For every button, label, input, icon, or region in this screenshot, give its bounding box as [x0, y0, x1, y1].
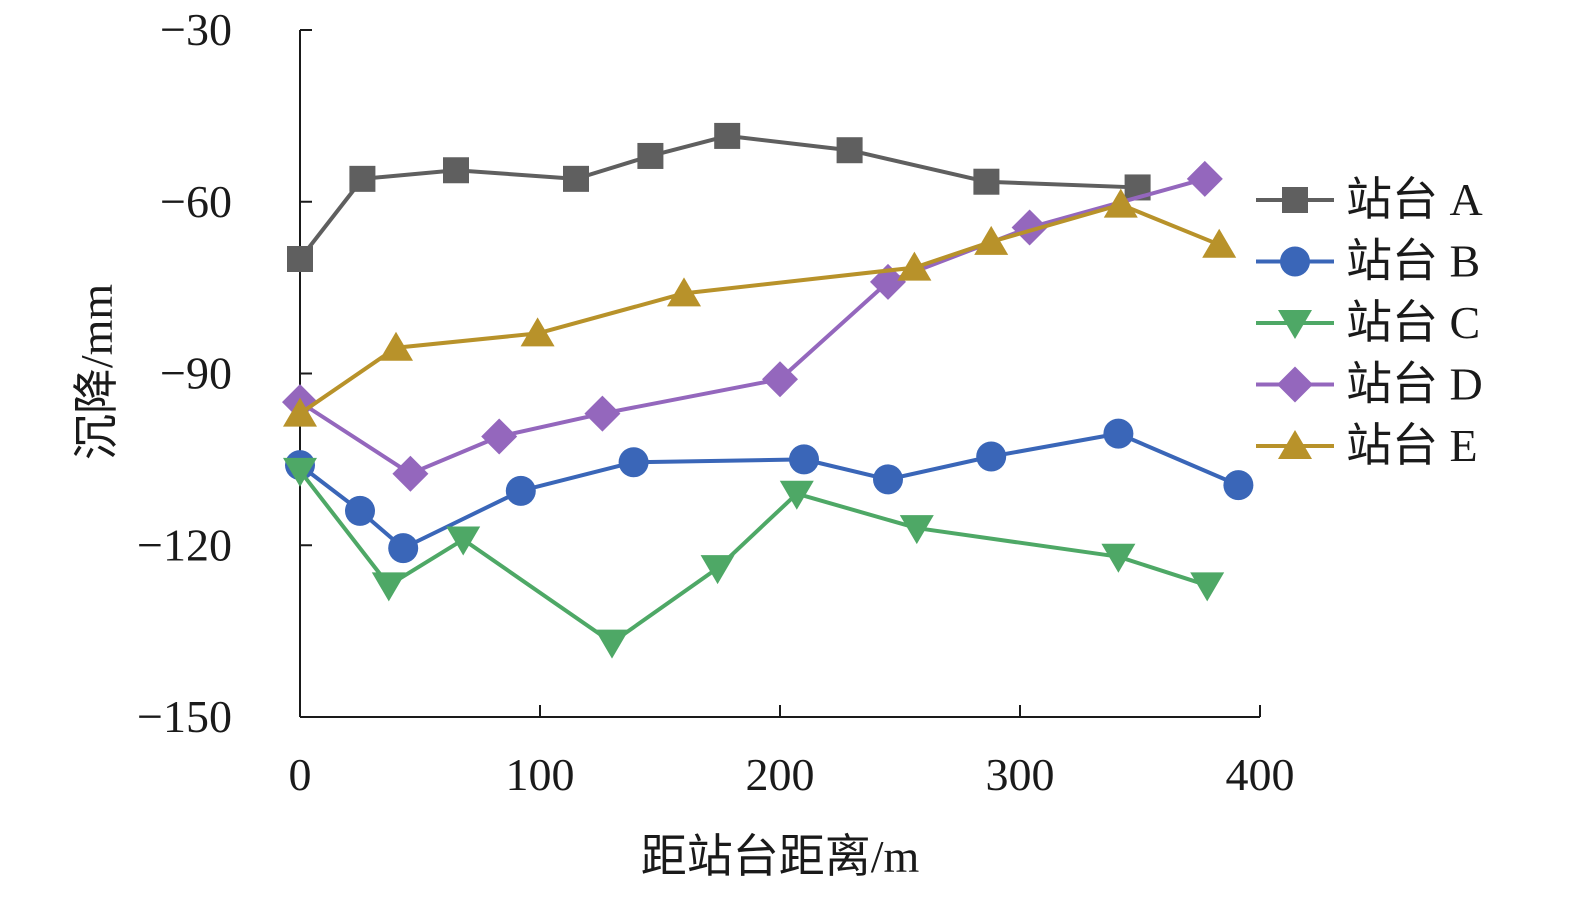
- legend-label: 站台 C: [1346, 297, 1480, 348]
- series-c: [283, 457, 1225, 659]
- legend: 站台 A 站台 B 站台 C 站台 D 站台 E: [1256, 174, 1483, 471]
- y-tick-label: −90: [160, 348, 232, 399]
- data-point: [443, 157, 469, 184]
- series-layer: [282, 122, 1254, 659]
- series-line: [298, 202, 1220, 416]
- data-point: [700, 555, 735, 585]
- data-point: [714, 122, 741, 149]
- data-point: [283, 397, 317, 427]
- data-point: [897, 251, 932, 281]
- legend-marker: [1282, 187, 1308, 213]
- data-point: [379, 331, 413, 361]
- axes: −150 −120 −90 −60 −30 0 100 200 300 400: [137, 4, 1294, 800]
- data-point: [789, 444, 819, 475]
- data-point: [762, 361, 798, 398]
- data-point: [520, 317, 555, 347]
- data-point: [349, 165, 376, 192]
- data-point: [283, 457, 317, 487]
- series-line: [298, 431, 1240, 551]
- data-point: [667, 277, 701, 307]
- legend-marker: [1277, 366, 1313, 403]
- legend-item: 站台 B: [1256, 236, 1480, 287]
- data-point: [505, 475, 536, 506]
- legend-marker: [1278, 430, 1312, 459]
- data-point: [976, 441, 1007, 472]
- legend-label: 站台 A: [1346, 174, 1483, 225]
- y-tick-label: −120: [137, 519, 232, 570]
- x-axis-title: 距站台距离/m: [641, 831, 920, 882]
- series-b: [285, 418, 1254, 564]
- data-point: [836, 137, 863, 164]
- data-point: [481, 418, 518, 455]
- data-point: [1186, 160, 1223, 197]
- data-point: [345, 495, 375, 526]
- series-line: [298, 133, 1138, 261]
- legend-label: 站台 E: [1346, 420, 1478, 471]
- data-point: [1202, 228, 1237, 258]
- series-e: [283, 188, 1237, 427]
- data-point: [1190, 572, 1225, 602]
- y-tick-label: −150: [137, 691, 232, 742]
- x-tick-label: 100: [506, 749, 575, 800]
- data-point: [974, 225, 1009, 255]
- data-point: [873, 464, 903, 495]
- data-point: [1223, 470, 1254, 501]
- x-tick-label: 0: [289, 749, 312, 800]
- series-line: [298, 469, 1208, 645]
- legend-label: 站台 D: [1346, 359, 1483, 410]
- data-point: [1011, 209, 1048, 246]
- legend-marker: [1278, 310, 1312, 339]
- y-tick-label: −30: [160, 4, 232, 55]
- data-point: [1103, 188, 1138, 218]
- series-line: [298, 176, 1206, 476]
- data-point: [637, 142, 664, 169]
- data-point: [563, 165, 589, 192]
- data-point: [1103, 418, 1134, 449]
- data-point: [595, 629, 629, 659]
- data-point: [1101, 543, 1136, 573]
- y-axis-title: 沉降/mm: [71, 284, 122, 461]
- legend-label: 站台 B: [1346, 236, 1480, 287]
- data-point: [779, 480, 814, 510]
- y-tick-label: −60: [160, 176, 232, 227]
- x-tick-label: 300: [986, 749, 1055, 800]
- data-point: [618, 447, 649, 478]
- data-point: [584, 395, 621, 432]
- data-point: [388, 533, 419, 564]
- x-tick-label: 400: [1226, 749, 1295, 800]
- x-tick-label: 200: [746, 749, 815, 800]
- data-point: [392, 455, 429, 492]
- data-point: [371, 572, 406, 602]
- legend-marker: [1280, 246, 1310, 277]
- series-a: [287, 122, 1151, 272]
- data-point: [446, 526, 481, 556]
- legend-item: 站台 D: [1256, 359, 1483, 410]
- data-point: [973, 168, 1000, 195]
- legend-item: 站台 C: [1256, 297, 1480, 348]
- legend-item: 站台 A: [1256, 174, 1483, 225]
- data-point: [287, 246, 313, 272]
- data-point: [899, 515, 934, 545]
- legend-item: 站台 E: [1256, 420, 1478, 471]
